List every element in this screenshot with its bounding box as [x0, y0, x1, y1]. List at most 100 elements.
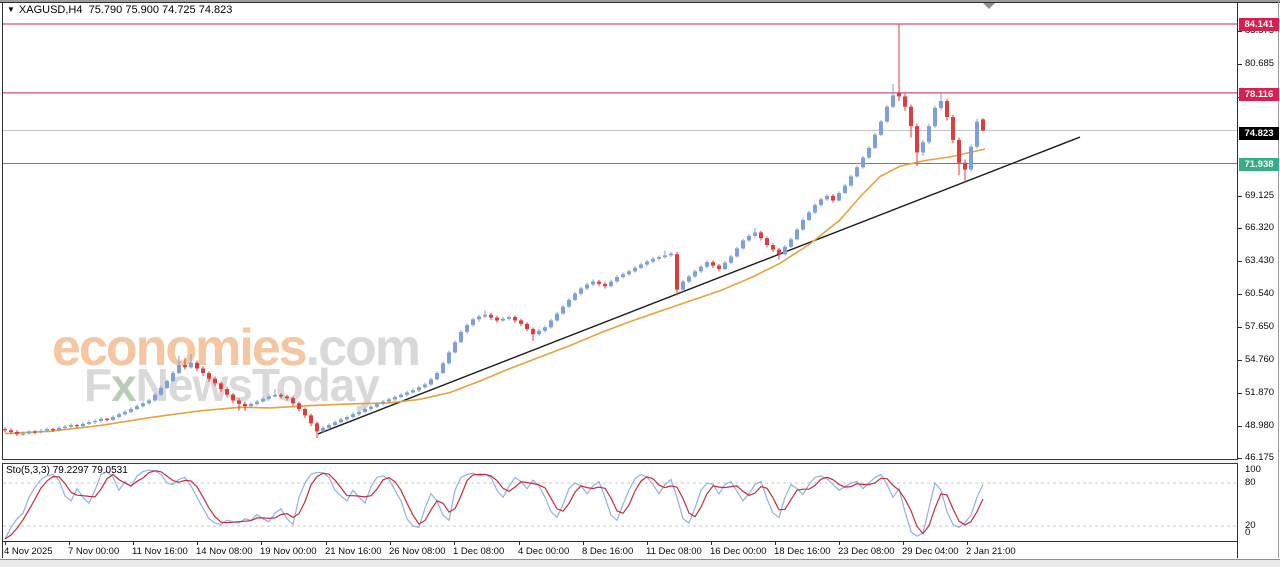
candle-body — [597, 281, 601, 284]
candle-body — [897, 93, 901, 97]
candle-body — [759, 232, 763, 239]
candle-body — [489, 314, 493, 318]
candle-body — [81, 423, 85, 427]
watermark-f: F — [84, 359, 112, 411]
candle-body — [213, 378, 217, 384]
candle-body — [303, 409, 307, 416]
date-label: 7 Nov 00:00 — [68, 546, 120, 557]
candle-body — [69, 425, 73, 427]
candle-body — [891, 95, 895, 107]
candle-body — [861, 157, 865, 168]
candle-body — [333, 422, 337, 426]
date-tick-mark — [647, 541, 648, 545]
candle-body — [177, 365, 181, 374]
candle-body — [405, 392, 409, 395]
date-label: 29 Dec 04:00 — [902, 546, 959, 557]
price-tick-label: 46.175 — [1245, 451, 1275, 463]
candle-body — [681, 281, 685, 290]
candle-body — [207, 373, 211, 379]
date-tick-mark — [197, 541, 198, 545]
date-tick-mark — [454, 541, 455, 545]
price-tick-label: 63.430 — [1245, 254, 1275, 266]
candle-body — [543, 327, 547, 331]
candle-body — [21, 433, 25, 435]
candle-body — [477, 316, 481, 320]
candle-body — [27, 431, 31, 434]
candle-body — [627, 271, 631, 275]
candle-body — [981, 119, 985, 131]
ohlc-collapse-icon[interactable]: ▼ — [7, 5, 15, 14]
candle-body — [843, 185, 847, 194]
candle-body — [123, 411, 127, 415]
candle-body — [51, 429, 55, 431]
candle-body — [99, 418, 103, 422]
candle-body — [159, 387, 163, 395]
price-tick-label: 57.650 — [1245, 320, 1275, 332]
candle-body — [291, 398, 295, 404]
date-tick-mark — [519, 541, 520, 545]
candle-body — [711, 262, 715, 266]
price-tick-mark — [1238, 392, 1242, 394]
candle-body — [33, 431, 37, 433]
candle-body — [789, 239, 793, 247]
date-label: 23 Dec 08:00 — [838, 546, 895, 557]
candle-body — [855, 167, 859, 177]
date-label: 26 Nov 08:00 — [389, 546, 446, 557]
candle-body — [321, 427, 325, 432]
price-tick-label: 48.980 — [1245, 419, 1275, 431]
candle-body — [255, 401, 259, 404]
price-tick-mark — [1238, 30, 1242, 32]
chart-title: ▼ XAGUSD,H4 75.790 75.900 74.725 74.823 — [7, 4, 232, 16]
date-label: 18 Dec 16:00 — [774, 546, 831, 557]
candle-body — [873, 134, 877, 148]
candle-body — [675, 254, 679, 290]
price-tick-label: 51.870 — [1245, 386, 1275, 398]
pane-resize-separator[interactable] — [2, 459, 1238, 464]
candle-body — [699, 266, 703, 272]
candle-body — [819, 199, 823, 206]
stochastic-label: Sto(5,3,3) 79.2297 79.0531 — [6, 465, 128, 476]
candle-body — [735, 248, 739, 257]
candle-body — [309, 415, 313, 424]
ohlc-values: 75.790 75.900 74.725 74.823 — [88, 4, 233, 16]
date-tick-mark — [903, 541, 904, 545]
candle-body — [231, 394, 235, 401]
candle-body — [57, 427, 61, 431]
candle-body — [3, 429, 7, 431]
candle-body — [951, 117, 955, 140]
candle-body — [783, 246, 787, 255]
candle-body — [933, 107, 937, 127]
candle-body — [117, 414, 121, 418]
candle-body — [555, 313, 559, 321]
candle-body — [705, 262, 709, 267]
candle-body — [963, 162, 967, 170]
date-tick-mark — [390, 541, 391, 545]
candle-body — [909, 106, 913, 127]
candle-body — [723, 262, 727, 270]
price-tick-mark — [1238, 63, 1242, 65]
sto-name: Sto(5,3,3) — [6, 465, 50, 476]
candle-body — [867, 147, 871, 158]
candle-body — [381, 401, 385, 404]
price-tick-mark — [1238, 260, 1242, 262]
candle-body — [219, 383, 223, 390]
watermark-brand-suffix: .com — [305, 319, 421, 377]
candle-body — [459, 331, 463, 343]
candle-body — [111, 417, 115, 420]
candle-body — [153, 394, 157, 401]
candle-body — [975, 121, 979, 147]
date-tick-mark — [711, 541, 712, 545]
candle-body — [837, 193, 841, 201]
trendline[interactable] — [317, 136, 1081, 435]
candle-body — [453, 342, 457, 353]
price-tick-mark — [1238, 425, 1242, 427]
candle-body — [753, 232, 757, 236]
date-tick-mark — [775, 541, 776, 545]
candle-body — [483, 314, 487, 317]
candle-body — [225, 389, 229, 395]
candle-body — [717, 265, 721, 270]
candle-body — [441, 363, 445, 374]
candle-body — [567, 299, 571, 307]
candle-body — [879, 121, 883, 135]
